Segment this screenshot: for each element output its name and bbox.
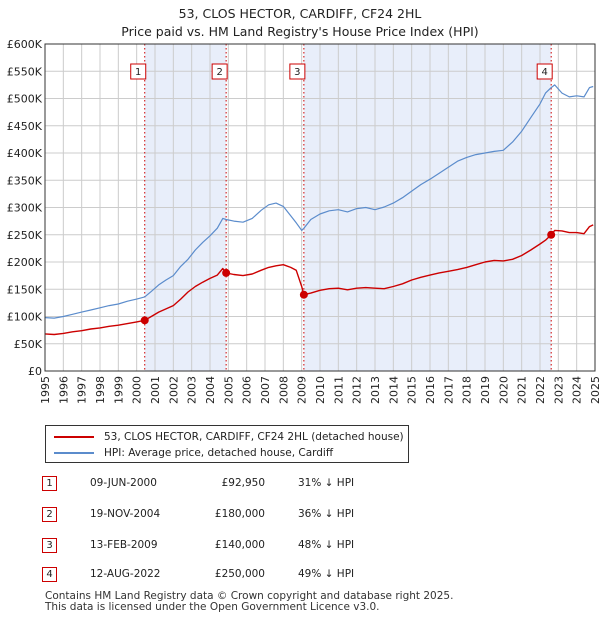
- x-tick-label: 1997: [76, 376, 89, 404]
- legend-item-hpi: HPI: Average price, detached house, Card…: [54, 446, 333, 460]
- x-tick-label: 2000: [131, 376, 144, 404]
- x-tick-label: 2024: [571, 376, 584, 404]
- x-tick-label: 2011: [332, 376, 345, 404]
- transaction-date: 09-JUN-2000: [90, 477, 157, 489]
- y-tick-label: £600K: [7, 38, 43, 51]
- x-tick-label: 2017: [442, 376, 455, 404]
- x-tick-label: 2015: [406, 376, 419, 404]
- x-tick-label: 2002: [167, 376, 180, 404]
- sale-marker: [140, 316, 149, 325]
- sale-label-number: 1: [135, 67, 141, 78]
- x-tick-label: 2010: [314, 376, 327, 404]
- transaction-hpi-diff: 48% ↓ HPI: [298, 539, 355, 551]
- sale-label-box: [130, 63, 147, 80]
- x-tick-label: 2012: [351, 376, 364, 404]
- legend-swatch-property: [54, 436, 94, 438]
- table-row: 4 12-AUG-2022 £250,000 49% ↓ HPI: [40, 567, 440, 583]
- x-tick-label: 1995: [39, 376, 52, 404]
- sale-label-number: 4: [541, 67, 547, 78]
- transaction-price: £92,950: [221, 477, 265, 489]
- transaction-date: 13-FEB-2009: [90, 539, 158, 551]
- x-tick-label: 2003: [186, 376, 199, 404]
- x-tick-label: 2019: [479, 376, 492, 404]
- sale-label-box: [211, 63, 228, 80]
- y-tick-label: £300K: [7, 202, 43, 215]
- legend-label-hpi: HPI: Average price, detached house, Card…: [104, 447, 334, 459]
- x-tick-label: 1998: [94, 376, 107, 404]
- table-row: 3 13-FEB-2009 £140,000 48% ↓ HPI: [40, 538, 440, 554]
- sale-label-number: 3: [294, 67, 300, 78]
- sale-marker: [547, 230, 556, 239]
- y-tick-label: £400K: [7, 147, 43, 160]
- legend-swatch-hpi: [54, 452, 94, 454]
- x-tick-label: 1999: [112, 376, 125, 404]
- transaction-hpi-diff: 31% ↓ HPI: [298, 477, 355, 489]
- transaction-hpi-diff: 36% ↓ HPI: [298, 508, 355, 520]
- transaction-hpi-diff: 49% ↓ HPI: [298, 568, 355, 580]
- footer-copyright: Contains HM Land Registry data © Crown c…: [45, 590, 454, 602]
- table-row: 1 09-JUN-2000 £92,950 31% ↓ HPI: [40, 476, 440, 492]
- transaction-price: £250,000: [214, 568, 265, 580]
- x-tick-label: 2014: [387, 376, 400, 404]
- x-tick-label: 2005: [222, 376, 235, 404]
- legend-item-property: 53, CLOS HECTOR, CARDIFF, CF24 2HL (deta…: [54, 430, 404, 444]
- chart-title: 53, CLOS HECTOR, CARDIFF, CF24 2HL: [178, 6, 422, 21]
- y-tick-label: £150K: [7, 283, 43, 296]
- y-tick-label: £350K: [7, 174, 43, 187]
- x-tick-label: 2018: [461, 376, 474, 404]
- x-tick-label: 2023: [552, 376, 565, 404]
- y-tick-label: £50K: [14, 338, 43, 351]
- legend-label-property: 53, CLOS HECTOR, CARDIFF, CF24 2HL (deta…: [104, 431, 404, 443]
- transaction-price: £140,000: [214, 539, 265, 551]
- footer-licence: This data is licensed under the Open Gov…: [45, 601, 380, 613]
- price-chart: 1 2 3 4 £0 £50K £100K £150K £200K £250K £300K £350…: [7, 38, 600, 404]
- y-tick-label: £200K: [7, 256, 43, 269]
- x-tick-label: 2020: [497, 376, 510, 404]
- transaction-number: 4: [42, 567, 57, 582]
- x-tick-label: 2022: [534, 376, 547, 404]
- series-line-hpi: [44, 84, 594, 319]
- y-tick-label: £450K: [7, 120, 43, 133]
- transaction-price: £180,000: [214, 508, 265, 520]
- sale-marker: [299, 290, 308, 299]
- sale-marker: [222, 268, 231, 277]
- y-tick-label: £250K: [7, 229, 43, 242]
- y-tick-label: £500K: [7, 93, 43, 106]
- x-tick-label: 2008: [277, 376, 290, 404]
- x-tick-label: 2013: [369, 376, 382, 404]
- table-row: 2 19-NOV-2004 £180,000 36% ↓ HPI: [40, 507, 440, 523]
- sale-label-box: [536, 63, 553, 80]
- y-tick-label: £0: [28, 365, 42, 378]
- transaction-date: 19-NOV-2004: [90, 508, 161, 520]
- x-tick-label: 2009: [296, 376, 309, 404]
- transaction-number: 2: [42, 507, 57, 522]
- footer: Contains HM Land Registry data © Crown c…: [45, 591, 453, 613]
- x-tick-label: 2025: [589, 376, 600, 404]
- x-tick-label: 2016: [424, 376, 437, 404]
- transaction-number: 1: [42, 476, 57, 491]
- x-tick-label: 2004: [204, 376, 217, 404]
- transaction-date: 12-AUG-2022: [90, 568, 161, 580]
- y-tick-label: £100K: [7, 311, 43, 324]
- plot-border: [44, 43, 596, 372]
- y-tick-label: £550K: [7, 65, 43, 78]
- x-tick-label: 2001: [149, 376, 162, 404]
- x-tick-label: 2007: [259, 376, 272, 404]
- x-tick-label: 2021: [516, 376, 529, 404]
- transaction-number: 3: [42, 538, 57, 553]
- legend: 53, CLOS HECTOR, CARDIFF, CF24 2HL (deta…: [45, 425, 409, 463]
- chart-subtitle: Price paid vs. HM Land Registry's House …: [121, 24, 479, 39]
- x-tick-label: 2006: [241, 376, 254, 404]
- sale-label-box: [289, 63, 306, 80]
- x-tick-label: 1996: [57, 376, 70, 404]
- sale-label-number: 2: [216, 67, 222, 78]
